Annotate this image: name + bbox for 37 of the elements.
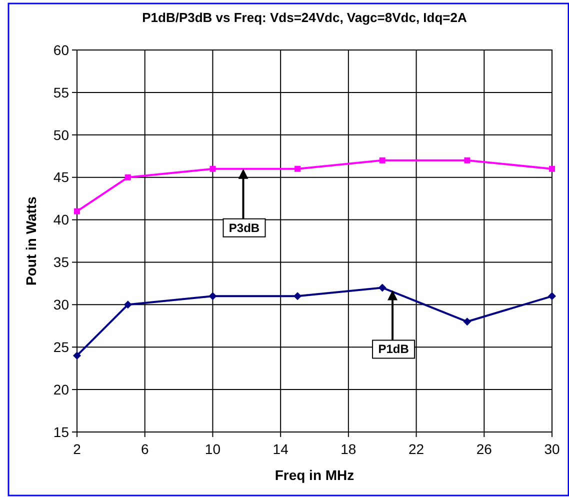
annotation: P1dB [378, 342, 410, 356]
point [208, 292, 217, 300]
x-tick-label: 18 [340, 441, 356, 457]
point [73, 352, 81, 360]
y-tick-label: 15 [53, 424, 70, 440]
point [294, 292, 302, 300]
x-tick-label: 2 [73, 441, 82, 457]
y-tick-label: 55 [53, 84, 70, 100]
x-tick-label: 26 [476, 441, 492, 457]
y-tick-label: 25 [53, 339, 70, 356]
annotation: P3dB [228, 220, 260, 235]
y-tick-label: 60 [53, 42, 70, 58]
y-tick-label: 20 [53, 381, 70, 398]
point [549, 166, 555, 172]
point [548, 292, 556, 300]
x-axis-title: Freq in MHz [274, 467, 354, 483]
y-tick-label: 45 [53, 169, 70, 186]
y-tick-label: 35 [53, 254, 70, 270]
x-tick-label: 14 [272, 441, 289, 457]
point [74, 208, 80, 214]
point [464, 157, 470, 164]
x-tick-label: 10 [204, 441, 221, 457]
chart-title: P1dB/P3dB vs Freq: Vds=24Vdc, Vagc=8Vdc, Idq=2A [142, 10, 468, 25]
point [124, 300, 132, 309]
point [379, 157, 386, 164]
y-tick-label: 40 [53, 212, 70, 228]
x-tick-label: 22 [408, 441, 424, 457]
y-tick-label: 30 [53, 296, 70, 313]
y-tick-label: 50 [53, 126, 70, 143]
x-tick-label: 6 [140, 441, 149, 457]
point [378, 284, 386, 292]
x-tick-label: 30 [544, 441, 560, 457]
y-axis-title: Pout in Watts [23, 196, 39, 286]
point [294, 166, 301, 172]
point [463, 318, 472, 326]
point [210, 166, 216, 172]
point [124, 174, 131, 180]
